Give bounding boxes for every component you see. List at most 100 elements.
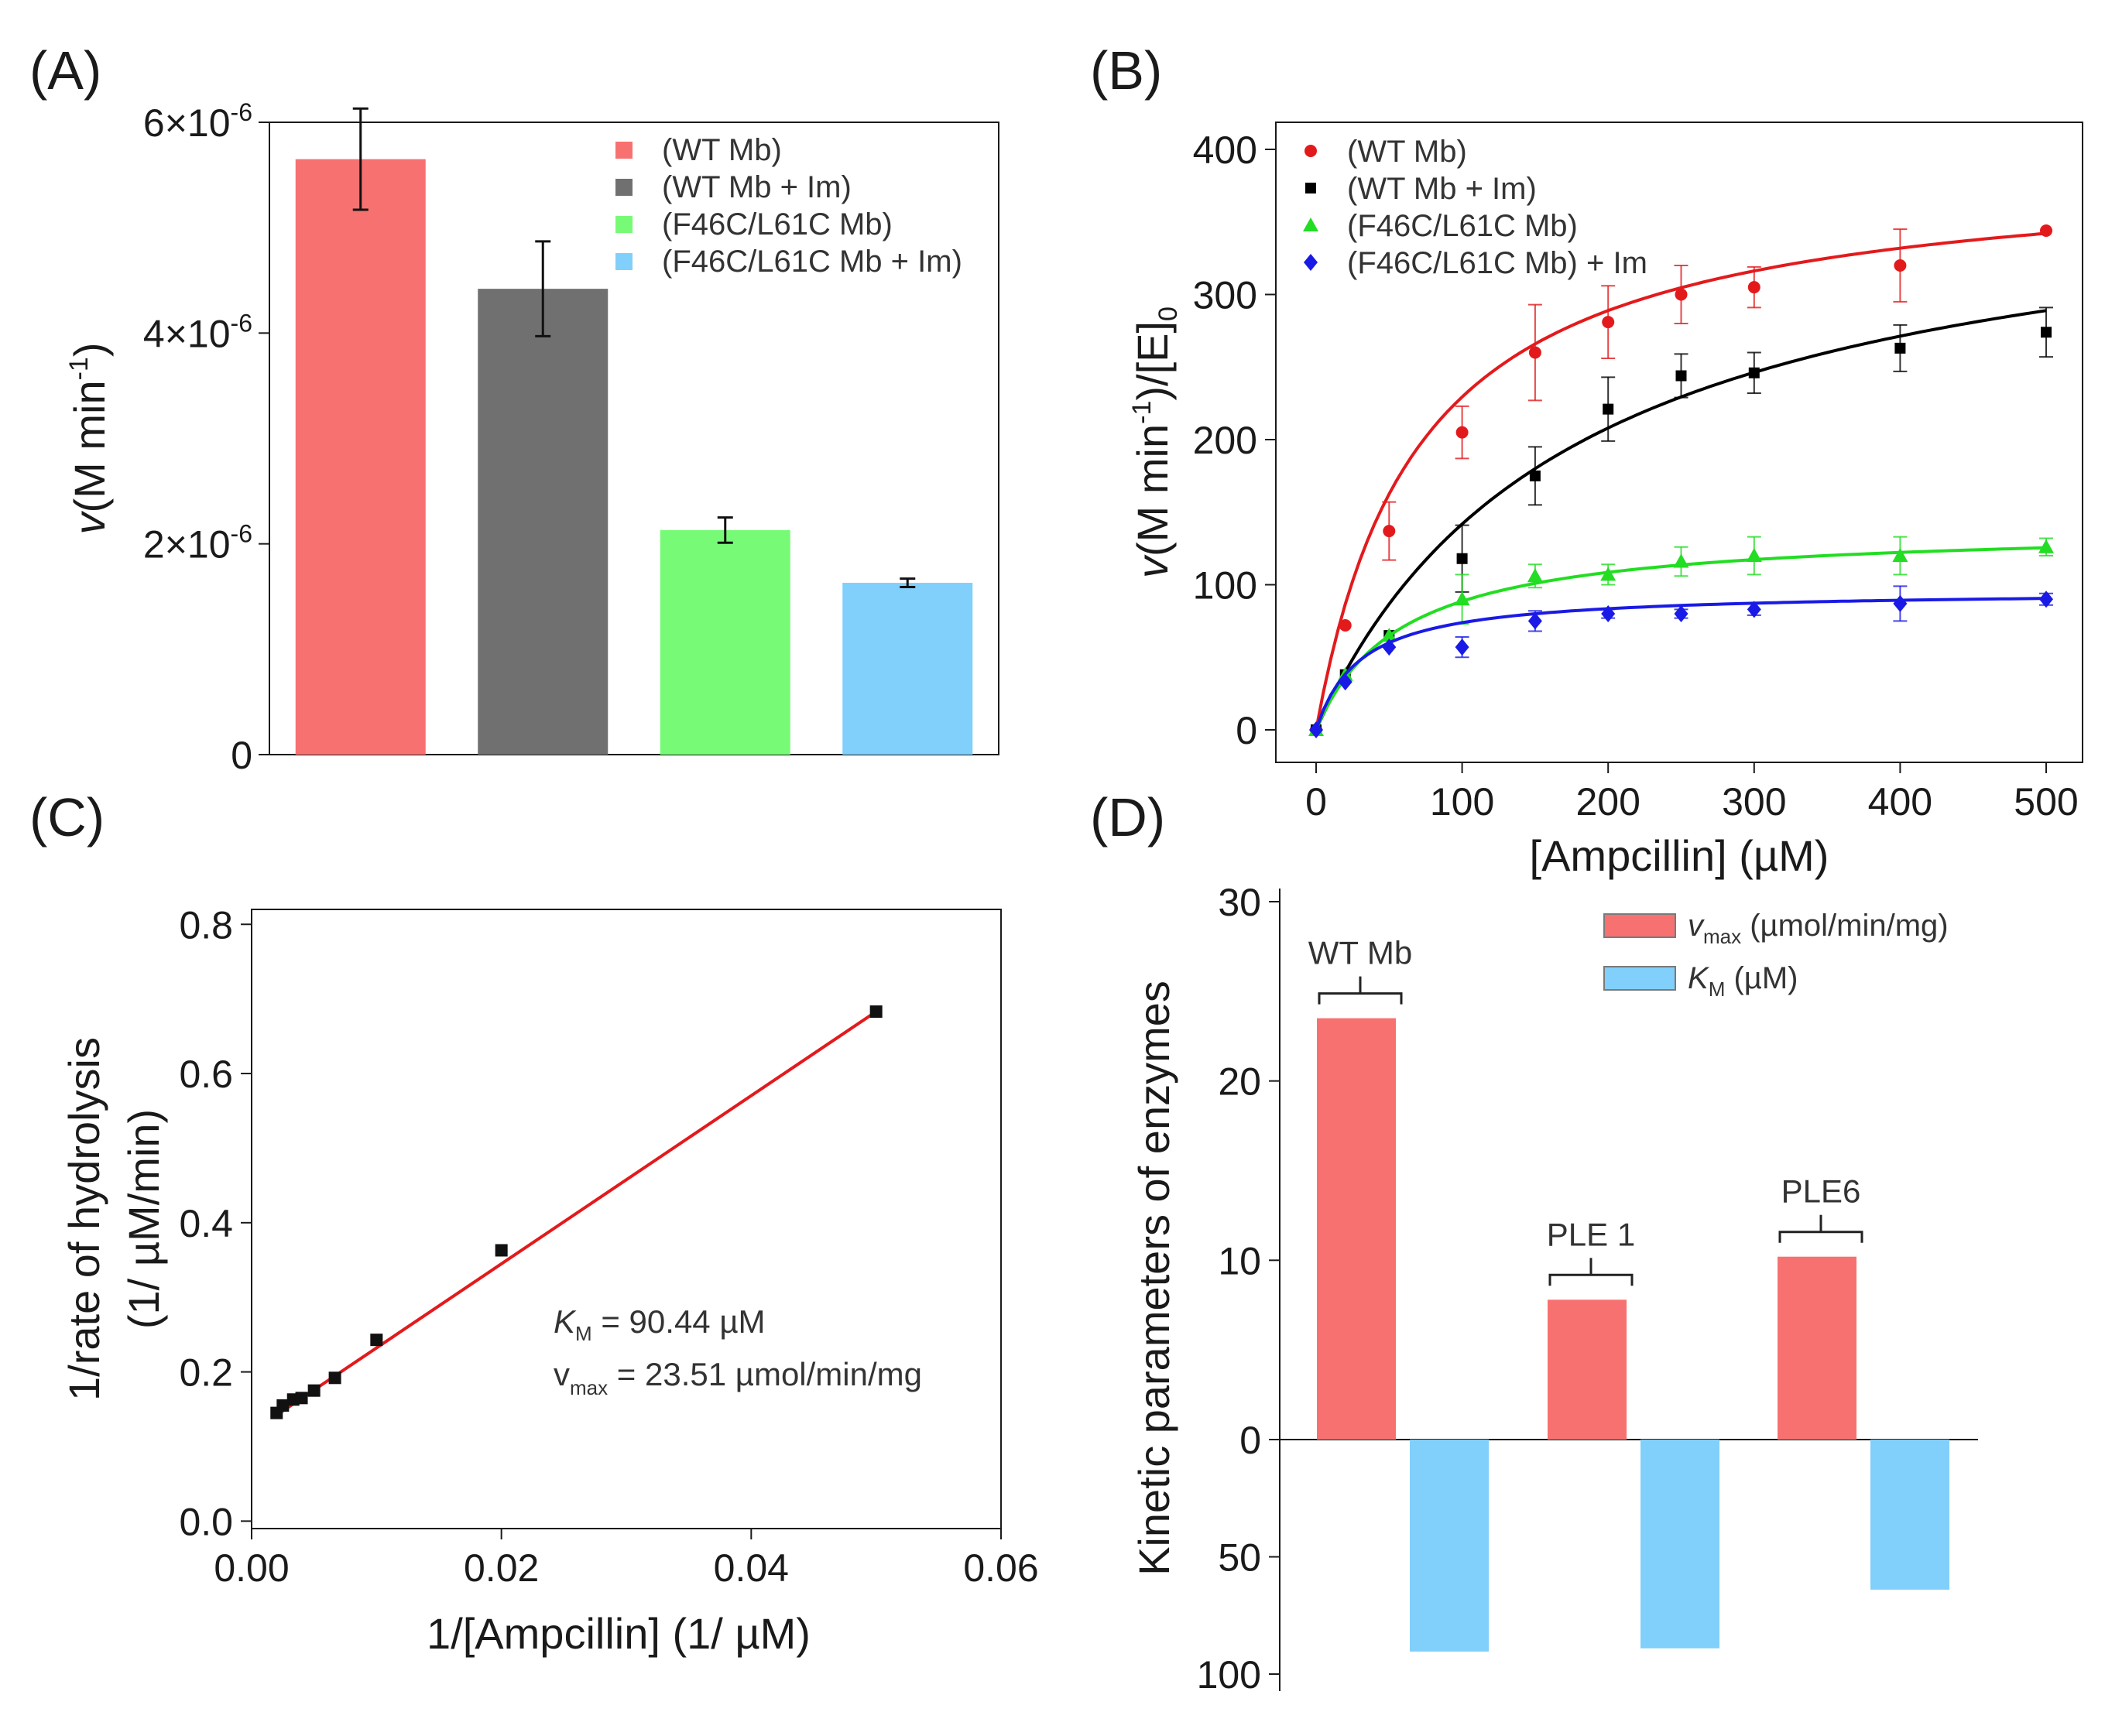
d-y-tick-label: 30 <box>1218 881 1261 924</box>
b-legend-label: (WT Mb + Im) <box>1347 172 1537 206</box>
b-legend-marker <box>1304 254 1318 271</box>
b-legend-label: (F46C/L61C Mb) <box>1347 209 1578 243</box>
d-category-label: PLE6 <box>1781 1173 1861 1210</box>
c-data-point <box>276 1399 290 1412</box>
c-y-tick-label: 0.8 <box>179 903 233 947</box>
b-x-tick-label: 200 <box>1575 780 1640 823</box>
d-bar-vmax <box>1317 1018 1396 1440</box>
c-x-tick-label: 0.00 <box>214 1546 289 1590</box>
d-y-tick-label: 100 <box>1197 1653 1261 1697</box>
c-data-point <box>328 1371 341 1385</box>
d-bar-km <box>1640 1440 1719 1649</box>
b-data-point <box>1455 639 1469 656</box>
a-legend-label: (WT Mb) <box>662 133 782 167</box>
b-data-point <box>1673 553 1689 568</box>
a-legend-label: (F46C/L61C Mb + Im) <box>662 245 962 279</box>
d-bar-km <box>1410 1440 1489 1652</box>
d-y-tick-label: 20 <box>1218 1060 1261 1104</box>
b-data-point <box>1748 367 1760 378</box>
b-data-point <box>1747 601 1761 618</box>
b-data-point <box>2040 224 2052 237</box>
d-y-tick-label: 0 <box>1239 1419 1261 1462</box>
b-y-tick-label: 0 <box>1236 709 1257 752</box>
b-data-point <box>1601 605 1616 622</box>
b-data-point <box>1527 612 1542 630</box>
b-y-tick-label: 100 <box>1193 564 1257 608</box>
b-x-tick-label: 100 <box>1430 780 1494 823</box>
c-data-point <box>307 1384 321 1397</box>
a-plot-frame <box>269 122 999 755</box>
b-y-tick-label: 300 <box>1193 274 1257 317</box>
panel-label-a: (A) <box>29 40 101 101</box>
panel-b-kinetics-chart: 0 100 200 300 400 0 100 200 300 400 500 [Ampcillin]… <box>1127 122 2083 880</box>
c-x-tick-label: 0.04 <box>714 1546 789 1590</box>
c-y-axis-title-line2: (1/ µM/min) <box>119 1109 168 1329</box>
b-data-point <box>1454 591 1470 606</box>
b-data-point <box>1602 316 1615 329</box>
panel-label-b: (B) <box>1090 40 1162 101</box>
b-data-point <box>2039 591 2053 608</box>
d-bar-km <box>1870 1440 1949 1590</box>
c-y-tick-label: 0.0 <box>179 1500 233 1543</box>
c-data-point <box>495 1244 508 1257</box>
c-annotation-km: KM = 90.44 µM <box>554 1303 766 1345</box>
b-legend-marker <box>1303 217 1318 231</box>
a-bar <box>478 289 609 755</box>
a-legend-label: (WT Mb + Im) <box>662 170 852 204</box>
panel-d-kinetic-parameters-chart: 0 10 20 30 50 100 Kinetic parameters of enzyme… <box>1130 881 1978 1697</box>
d-legend-label: vmax (µmol/min/mg) <box>1688 909 1949 948</box>
a-legend-swatch <box>615 179 633 196</box>
b-data-point <box>2038 539 2054 553</box>
a-bar <box>660 529 790 755</box>
c-y-tick-label: 0.2 <box>179 1351 233 1395</box>
b-data-point <box>1675 288 1688 301</box>
b-x-tick-label: 400 <box>1868 780 1932 823</box>
c-x-tick-label: 0.02 <box>464 1546 539 1590</box>
b-data-point <box>1338 673 1352 691</box>
d-category-label: PLE 1 <box>1547 1216 1635 1252</box>
b-data-point <box>1527 568 1543 583</box>
a-bar <box>842 583 973 755</box>
b-data-point <box>1382 639 1397 656</box>
b-data-point <box>1455 426 1469 439</box>
b-legend-marker <box>1305 183 1316 193</box>
d-bar-vmax <box>1778 1256 1856 1440</box>
b-data-point <box>1456 553 1468 564</box>
c-annotation-vmax: vmax = 23.51 µmol/min/mg <box>554 1356 922 1399</box>
a-bar <box>295 159 426 755</box>
a-y-tick-label: 4×10-6 <box>143 309 252 355</box>
b-data-point <box>1339 619 1352 632</box>
a-legend-label: (F46C/L61C Mb) <box>662 207 893 241</box>
a-legend-swatch <box>615 216 633 233</box>
b-legend-label: (WT Mb) <box>1347 135 1467 169</box>
c-data-point <box>295 1392 308 1405</box>
c-data-point <box>869 1005 883 1019</box>
b-data-point <box>1894 342 1906 354</box>
c-x-tick-label: 0.06 <box>963 1546 1038 1590</box>
b-data-point <box>1603 403 1614 415</box>
b-y-axis-title: v(M min-1)/[E]0 <box>1127 306 1183 578</box>
a-y-tick-label: 0 <box>231 734 252 777</box>
b-y-tick-label: 200 <box>1193 419 1257 462</box>
d-legend-label: KM (µM) <box>1688 961 1798 1001</box>
b-data-point <box>1675 370 1687 382</box>
b-data-point <box>1383 525 1396 538</box>
a-y-tick-label: 2×10-6 <box>143 520 252 567</box>
a-y-tick-label: 6×10-6 <box>143 98 252 145</box>
b-y-tick-label: 400 <box>1193 128 1257 172</box>
b-data-point <box>1600 567 1616 581</box>
b-x-tick-label: 300 <box>1722 780 1786 823</box>
b-x-tick-label: 0 <box>1305 780 1327 823</box>
c-x-axis-title: 1/[Ampcillin] (1/ µM) <box>427 1609 811 1658</box>
b-data-point <box>1309 721 1323 738</box>
b-x-axis-title: [Ampcillin] (µM) <box>1530 831 1829 880</box>
a-y-axis-title: v(M min-1) <box>64 343 114 535</box>
b-data-point <box>1893 594 1908 612</box>
d-y-tick-label: 10 <box>1218 1239 1261 1282</box>
b-plot-frame <box>1275 122 2083 763</box>
panel-label-d: (D) <box>1090 787 1165 847</box>
b-x-tick-label: 500 <box>2014 780 2078 823</box>
d-y-tick-label: 50 <box>1218 1536 1261 1580</box>
d-legend-swatch <box>1603 966 1676 991</box>
